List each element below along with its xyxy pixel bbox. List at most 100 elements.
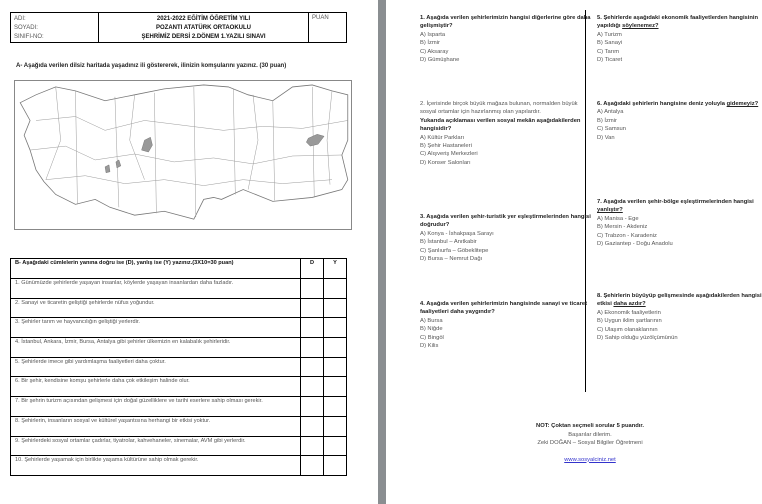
footer: NOT: Çoktan seçmeli sorular 5 puandır. B… xyxy=(500,422,680,464)
answer-d-cell[interactable] xyxy=(300,278,324,299)
answer-y-cell[interactable] xyxy=(323,278,347,299)
answer-y-cell[interactable] xyxy=(323,415,347,437)
lake-beysehir xyxy=(104,164,111,174)
school-name: POZANTI ATATÜRK ORTAOKULU xyxy=(156,25,251,31)
answer-option[interactable]: B) İstanbul – Anıtkabir xyxy=(420,239,477,246)
website-link[interactable]: www.sosyalciniz.net xyxy=(564,456,616,463)
false-column-header: Y xyxy=(323,258,347,279)
statement: 8. Şehirlerin, insanların sosyal ve kült… xyxy=(10,415,301,437)
answer-d-cell[interactable] xyxy=(300,396,324,417)
answer-option[interactable]: B) İzmir xyxy=(597,117,617,124)
answer-option[interactable]: C) Bingöl xyxy=(420,334,444,341)
question-6: 6. Aşağıdaki şehirlerin hangisine deniz … xyxy=(597,100,762,142)
answer-option[interactable]: B) İzmir xyxy=(420,40,440,47)
answer-y-cell[interactable] xyxy=(323,356,347,378)
answer-option[interactable]: B) Mersin - Akdeniz xyxy=(597,224,648,231)
answer-d-cell[interactable] xyxy=(300,415,324,437)
question-2: 2. İçerisinde birçok büyük mağaza buluna… xyxy=(420,100,595,167)
statement: 5. Şehirlerde imece gibi yardımlaşma faa… xyxy=(10,356,301,378)
answer-y-cell[interactable] xyxy=(323,337,347,358)
question-stem: 1. Aşağıda verilen şehirlerimizin hangis… xyxy=(420,14,595,31)
table-row: 5. Şehirlerde imece gibi yardımlaşma faa… xyxy=(10,356,347,378)
stem-text: 5. Şehirlerde aşağıdaki ekonomik faaliye… xyxy=(597,15,759,30)
answer-option[interactable]: A) Konya - İshakpaşa Sarayı xyxy=(420,230,494,237)
question-7: 7. Aşağıda verilen şehir-bölge eşleştirm… xyxy=(597,198,762,248)
answer-option[interactable]: C) Aksaray xyxy=(420,48,449,55)
true-column-header: D xyxy=(300,258,324,279)
answer-d-cell[interactable] xyxy=(300,297,324,319)
exam-title: ŞEHRİMİZ DERSİ 2.DÖNEM 1.YAZILI SINAVI xyxy=(141,34,266,40)
question-1: 1. Aşağıda verilen şehirlerimizin hangis… xyxy=(420,14,595,64)
answer-option[interactable]: A) Bursa xyxy=(420,317,443,324)
answer-y-cell[interactable] xyxy=(323,376,347,398)
answer-option[interactable]: D) Sahip olduğu yüzölçümünün xyxy=(597,335,678,342)
question-stem: 3. Aşağıda verilen şehir-turistik yer eş… xyxy=(420,213,595,230)
answer-option[interactable]: C) Alışveriş Merkezleri xyxy=(420,151,478,158)
question-intro: 2. İçerisinde birçok büyük mağaza buluna… xyxy=(420,101,578,116)
answer-option[interactable]: A) Kültür Parkları xyxy=(420,134,465,141)
answer-option[interactable]: C) Şanlıurfa – Göbeklitepe xyxy=(420,247,489,254)
question-stem: 8. Şehirlerin büyüyüp gelişmesinde aşağı… xyxy=(597,292,762,309)
answer-option[interactable]: A) Manisa - Ege xyxy=(597,215,639,222)
note: NOT: Çoktan seçmeli sorular 5 puandır. xyxy=(536,423,644,429)
answer-d-cell[interactable] xyxy=(300,435,324,457)
stem-emphasis: daha azdır? xyxy=(613,301,646,308)
stem-emphasis: gidemeyiz? xyxy=(726,101,759,107)
answer-option[interactable]: C) Ulaşım olanaklarının xyxy=(597,326,658,333)
section-a-title: A- Aşağıda verilen dilsiz haritada yaşad… xyxy=(16,63,287,69)
answer-option[interactable]: B) Niğde xyxy=(420,326,443,333)
true-false-table: B- Aşağıdaki cümlelerin yanına doğru ise… xyxy=(10,258,347,476)
answer-y-cell[interactable] xyxy=(323,297,347,319)
statement: 2. Sanayi ve ticaretin geliştiği şehirle… xyxy=(10,297,301,319)
answer-option[interactable]: A) Isparta xyxy=(420,31,446,38)
answer-d-cell[interactable] xyxy=(300,455,324,476)
answer-option[interactable]: D) Ticaret xyxy=(597,57,623,64)
answer-option[interactable]: A) Turizm xyxy=(597,31,622,38)
question-stem: 7. Aşağıda verilen şehir-bölge eşleştirm… xyxy=(597,198,762,215)
answer-option[interactable]: C) Tarım xyxy=(597,48,620,55)
answer-option[interactable]: D) Gümüşhane xyxy=(420,57,460,64)
statement: 1. Günümüzde şehirlerde yaşayan insanlar… xyxy=(10,278,301,299)
answer-option[interactable]: D) Konser Salonları xyxy=(420,159,471,166)
answer-d-cell[interactable] xyxy=(300,356,324,378)
answer-option[interactable]: D) Kilis xyxy=(420,343,439,350)
question-stem: 4. Aşağıda verilen şehirlerimizin hangis… xyxy=(420,300,595,317)
answer-option[interactable]: D) Bursa – Nemrut Dağı xyxy=(420,256,483,263)
answer-d-cell[interactable] xyxy=(300,337,324,358)
answer-option[interactable]: A) Antalya xyxy=(597,109,624,116)
statement: 6. Bir şehir, kendisine komşu şehirlerle… xyxy=(10,376,301,398)
lake-van xyxy=(306,134,325,147)
answer-option[interactable]: A) Ekonomik faaliyetlerin xyxy=(597,309,661,316)
stem-text: 3. Aşağıda verilen şehir-turistik yer eş… xyxy=(420,214,591,229)
stem-emphasis: yanlıştır? xyxy=(597,207,623,214)
answer-option[interactable]: B) Sanayi xyxy=(597,40,623,47)
answer-option[interactable]: C) Samsun xyxy=(597,126,626,133)
answer-d-cell[interactable] xyxy=(300,317,324,339)
answer-option[interactable]: B) Şehir Hastaneleri xyxy=(420,143,472,150)
answer-option[interactable]: B) Uygun iklim şartlarının xyxy=(597,318,662,325)
lake-tuz xyxy=(141,136,153,153)
answer-option[interactable]: C) Trabzon - Karadeniz xyxy=(597,232,657,239)
answer-y-cell[interactable] xyxy=(323,435,347,457)
answer-d-cell[interactable] xyxy=(300,376,324,398)
class-label: SINIFI-NO: xyxy=(14,34,44,40)
answer-option[interactable]: D) Van xyxy=(597,134,615,141)
table-row: 2. Sanayi ve ticaretin geliştiği şehirle… xyxy=(10,297,347,319)
answer-y-cell[interactable] xyxy=(323,455,347,476)
answer-option[interactable]: D) Gaziantep - Doğu Anadolu xyxy=(597,241,673,248)
stem-text: Yukarıda açıklaması verilen sosyal mekân… xyxy=(420,117,581,133)
table-row: 10. Şehirlerde yaşamak için birlikte yaş… xyxy=(10,455,347,476)
page-separator xyxy=(378,0,386,504)
table-row: 9. Şehirlerdeki sosyal ortamlar çadırlar… xyxy=(10,435,347,457)
answer-y-cell[interactable] xyxy=(323,396,347,417)
column-divider xyxy=(585,10,586,392)
stem-text: 7. Aşağıda verilen şehir-bölge eşleştirm… xyxy=(597,199,754,205)
table-row: 3. Şehirler tarım ve hayvancılığın geliş… xyxy=(10,317,347,339)
turkey-blank-map xyxy=(14,80,352,230)
wish: Başarılar dilerim. xyxy=(568,431,612,438)
answer-y-cell[interactable] xyxy=(323,317,347,339)
table-row: 4. İstanbul, Ankara, İzmir, Bursa, Antal… xyxy=(10,337,347,358)
province-borders xyxy=(30,86,348,218)
score-label: PUAN xyxy=(312,15,329,21)
teacher: Zeki DOĞAN – Sosyal Bilgiler Öğretmeni xyxy=(537,440,643,446)
